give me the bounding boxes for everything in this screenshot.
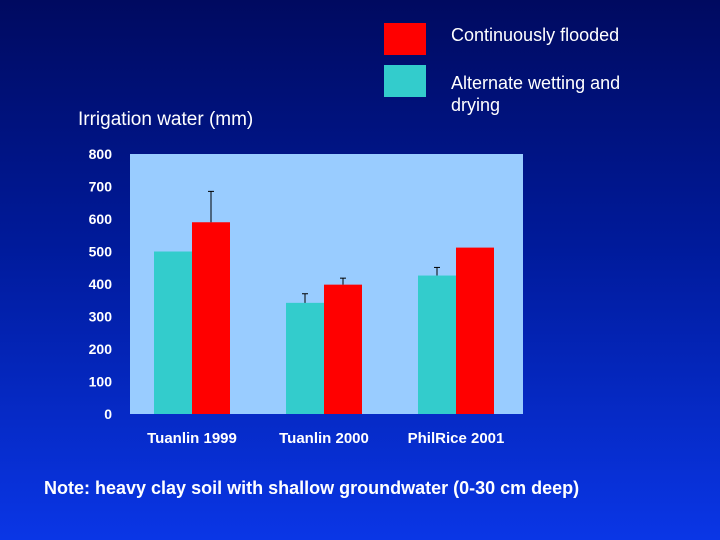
legend-label-continuously-flooded: Continuously flooded [451, 25, 620, 45]
legend-label-alternate-wetting: Alternate wetting and drying [451, 73, 621, 115]
legend-swatch-alternate-wetting [384, 65, 426, 97]
x-tick-label: PhilRice 2001 [408, 430, 505, 447]
y-tick-label: 700 [89, 179, 113, 195]
y-tick-label: 600 [89, 211, 113, 227]
y-tick-label: 300 [89, 309, 113, 325]
bar-awd-2 [286, 302, 324, 414]
bar-awd-3 [418, 275, 456, 414]
bar-cf-2 [324, 284, 362, 414]
legend-swatch-continuously-flooded [384, 23, 426, 55]
bar-cf-3 [456, 247, 494, 414]
bar-cf-1 [192, 222, 230, 414]
y-tick-label: 400 [89, 276, 113, 292]
y-axis-title: Irrigation water (mm) [78, 109, 254, 130]
bar-awd-1 [154, 251, 192, 414]
y-tick-label: 800 [89, 146, 113, 162]
y-tick-label: 0 [104, 406, 112, 422]
x-tick-label: Tuanlin 1999 [147, 430, 237, 447]
y-tick-label: 500 [89, 244, 113, 260]
y-tick-label: 200 [89, 341, 113, 357]
y-tick-label: 100 [89, 374, 113, 390]
footnote: Note: heavy clay soil with shallow groun… [44, 478, 580, 498]
x-tick-label: Tuanlin 2000 [279, 430, 369, 447]
